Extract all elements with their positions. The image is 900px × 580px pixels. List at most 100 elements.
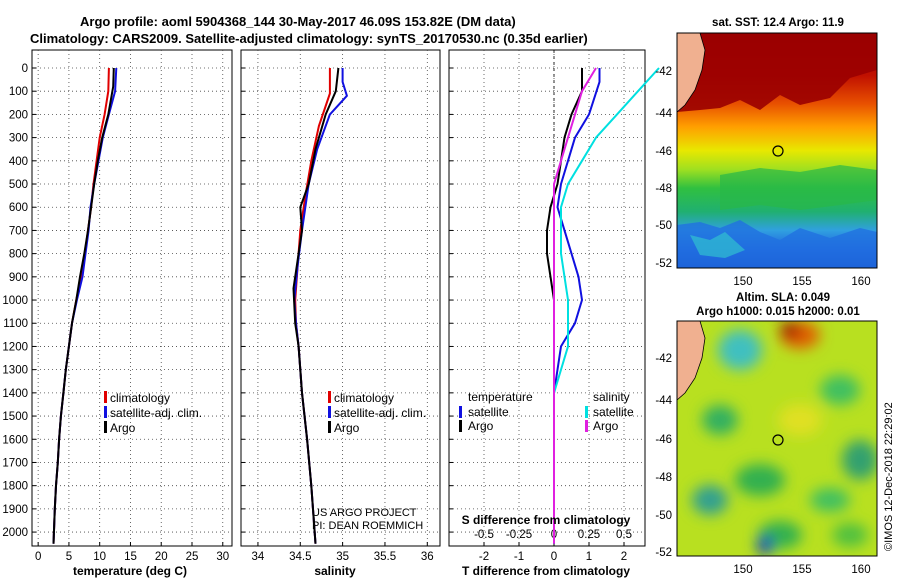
- sst-ytick: -46: [655, 146, 672, 158]
- legend-swatch-argo: [328, 421, 331, 433]
- x-tick-label: 0: [35, 551, 41, 563]
- sla-xtick: 150: [733, 564, 752, 576]
- legend-s-argo: Argo: [593, 419, 619, 433]
- y-tick-label: 200: [9, 109, 28, 121]
- sla-ytick: -42: [655, 353, 672, 365]
- x-tick-label: 25: [186, 551, 199, 563]
- series-line-salinity-satellite: [553, 67, 660, 544]
- panel-frame: [448, 49, 646, 547]
- temperature-panel: 0 5 10 15 20 25 30: [31, 49, 233, 563]
- legend-swatch-clim: [104, 391, 107, 403]
- y-tick-label: 1600: [2, 434, 28, 446]
- y-tick-label: 1800: [2, 481, 28, 493]
- x-tick-label: 34: [252, 551, 265, 563]
- y-tick-label: 500: [9, 179, 28, 191]
- x-tick-label: 34.5: [289, 551, 311, 563]
- y-tick-label: 2000: [2, 527, 28, 539]
- sst-xtick: 150: [733, 276, 752, 288]
- series-line-argo: [292, 67, 340, 544]
- s-tick-label: -0.25: [506, 529, 532, 541]
- x-tick-label: 5: [66, 551, 72, 563]
- legend-sat: satellite-adj. clim.: [334, 406, 426, 420]
- s-tick-label: 0.5: [616, 529, 632, 541]
- project-credit-1: US ARGO PROJECT: [312, 507, 417, 519]
- legend-swatch-sat: [328, 406, 331, 418]
- sst-map-title: sat. SST: 12.4 Argo: 11.9: [712, 17, 844, 29]
- sst-xtick: 155: [792, 276, 811, 288]
- sst-map-yticks: -42 -44 -46 -48 -50 -52: [655, 66, 672, 270]
- y-tick-label: 300: [9, 133, 28, 145]
- legend-swatch-clim: [328, 391, 331, 403]
- x-tick-label: 35: [336, 551, 349, 563]
- sla-ytick: -46: [655, 434, 672, 446]
- difference-legend-salinity: salinity satellite Argo: [585, 390, 634, 433]
- sst-map-xticks: 150 155 160: [733, 276, 870, 288]
- salinity-panel: 34 34.5 35 35.5 36: [240, 49, 441, 563]
- legend-t-argo: Argo: [468, 419, 494, 433]
- sla-map-title2: Argo h1000: 0.015 h2000: 0.01: [696, 306, 860, 318]
- legend-swatch-s-argo: [585, 420, 588, 432]
- sla-xtick: 155: [792, 564, 811, 576]
- legend-swatch-t-sat: [459, 406, 462, 418]
- sst-float-marker: [772, 145, 784, 157]
- series-line-salinity-argo: [553, 67, 597, 544]
- difference-xlabel: T difference from climatology: [462, 564, 630, 578]
- x-tick-label: -1: [514, 551, 524, 563]
- s-difference-label: S difference from climatology: [462, 513, 631, 527]
- x-tick-label: 20: [155, 551, 168, 563]
- legend-sat: satellite-adj. clim.: [110, 406, 202, 420]
- y-tick-label: 1900: [2, 504, 28, 516]
- legend-clim: climatology: [334, 391, 394, 405]
- sst-ytick: -50: [655, 220, 672, 232]
- y-tick-label: 1200: [2, 341, 28, 353]
- y-tick-label: 1700: [2, 457, 28, 469]
- legend-s-title: salinity: [593, 390, 630, 404]
- temperature-legend: climatology satellite-adj. clim. Argo: [104, 391, 202, 435]
- sla-map-yticks: -42 -44 -46 -48 -50 -52: [655, 353, 672, 559]
- series-line-climatology: [52, 67, 110, 544]
- project-credit-2: PI: DEAN ROEMMICH: [312, 520, 423, 532]
- x-tick-label: 30: [216, 551, 229, 563]
- sst-xtick: 160: [851, 276, 870, 288]
- series-line-argo: [52, 67, 115, 544]
- sst-map-frame: [676, 32, 878, 269]
- x-tick-label: 35.5: [374, 551, 396, 563]
- y-tick-label: 0: [22, 63, 28, 75]
- y-tick-label: 1100: [3, 318, 28, 330]
- s-tick-label: 0.25: [578, 529, 600, 541]
- sla-xtick: 160: [851, 564, 870, 576]
- legend-argo: Argo: [110, 421, 136, 435]
- x-tick-label: 15: [124, 551, 137, 563]
- legend-swatch-s-sat: [585, 406, 588, 418]
- series-line-satellite-adj-clim-: [52, 67, 118, 544]
- pressure-axis-labels: 0 100 200 300 400 500 600 700 800 900 1000 1100 1200…: [2, 63, 28, 539]
- temperature-xlabel: temperature (deg C): [73, 564, 187, 578]
- salinity-legend: climatology satellite-adj. clim. Argo: [328, 391, 426, 435]
- sla-ytick: -50: [655, 510, 672, 522]
- sla-map-title1: Altim. SLA: 0.049: [736, 292, 830, 304]
- sst-ytick: -42: [655, 66, 672, 78]
- x-tick-label: 0: [551, 551, 557, 563]
- sst-ytick: -48: [655, 183, 672, 195]
- y-tick-label: 1500: [2, 411, 28, 423]
- sla-map: [677, 321, 877, 556]
- legend-s-sat: satellite: [593, 405, 634, 419]
- legend-argo: Argo: [334, 421, 360, 435]
- header-line2: Climatology: CARS2009. Satellite-adjuste…: [30, 31, 588, 46]
- series-line-temperature-argo: [546, 68, 583, 544]
- s-tick-label: -0.5: [474, 529, 494, 541]
- y-tick-label: 900: [9, 272, 28, 284]
- header-line1: Argo profile: aoml 5904368_144 30-May-20…: [80, 14, 516, 29]
- y-tick-label: 1000: [2, 295, 28, 307]
- sst-ytick: -52: [655, 258, 672, 270]
- sla-map-xticks: 150 155 160: [733, 564, 870, 576]
- legend-t-title: temperature: [468, 390, 533, 404]
- series-line-satellite-adj-clim-: [293, 68, 348, 544]
- y-tick-label: 1300: [2, 365, 28, 377]
- legend-swatch-sat: [104, 406, 107, 418]
- legend-clim: climatology: [110, 391, 170, 405]
- sla-ytick: -44: [655, 395, 672, 407]
- legend-swatch-argo: [104, 421, 107, 433]
- sst-map: [677, 33, 877, 268]
